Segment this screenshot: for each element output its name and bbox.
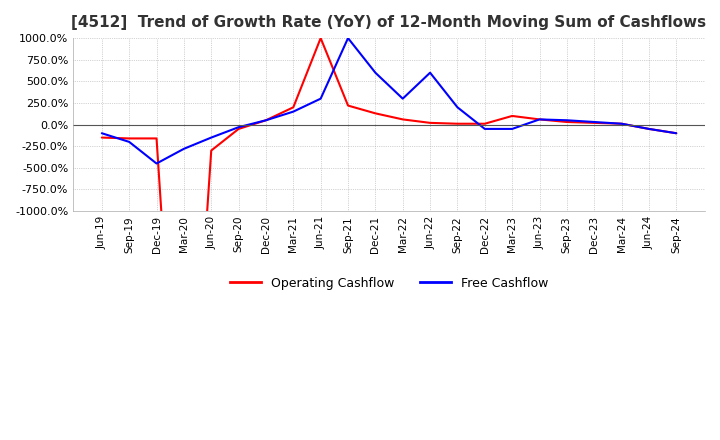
Operating Cashflow <box>672 131 680 136</box>
Operating Cashflow <box>535 117 544 122</box>
Free Cashflow <box>398 96 407 101</box>
Free Cashflow <box>508 126 516 132</box>
Operating Cashflow <box>562 119 571 125</box>
Operating Cashflow <box>234 126 243 132</box>
Free Cashflow <box>535 117 544 122</box>
Operating Cashflow <box>97 135 106 140</box>
Operating Cashflow <box>480 121 489 126</box>
Free Cashflow <box>289 109 297 114</box>
Free Cashflow <box>152 161 161 166</box>
Free Cashflow <box>453 105 462 110</box>
Free Cashflow <box>179 146 188 151</box>
Operating Cashflow <box>508 114 516 119</box>
Free Cashflow <box>426 70 434 75</box>
Free Cashflow <box>207 135 215 140</box>
Operating Cashflow <box>426 120 434 125</box>
Line: Free Cashflow: Free Cashflow <box>102 38 676 164</box>
Operating Cashflow <box>371 111 379 116</box>
Operating Cashflow <box>343 103 352 108</box>
Free Cashflow <box>97 131 106 136</box>
Free Cashflow <box>590 119 598 125</box>
Operating Cashflow <box>152 136 161 141</box>
Free Cashflow <box>644 126 653 132</box>
Operating Cashflow <box>316 36 325 41</box>
Operating Cashflow <box>289 105 297 110</box>
Free Cashflow <box>316 96 325 101</box>
Operating Cashflow <box>125 136 133 141</box>
Operating Cashflow <box>617 121 626 126</box>
Operating Cashflow <box>207 148 215 153</box>
Free Cashflow <box>343 36 352 41</box>
Operating Cashflow <box>590 120 598 125</box>
Free Cashflow <box>480 126 489 132</box>
Operating Cashflow <box>453 121 462 126</box>
Legend: Operating Cashflow, Free Cashflow: Operating Cashflow, Free Cashflow <box>225 272 553 295</box>
Free Cashflow <box>261 117 270 123</box>
Free Cashflow <box>234 125 243 130</box>
Free Cashflow <box>125 139 133 144</box>
Operating Cashflow <box>261 117 270 123</box>
Line: Operating Cashflow: Operating Cashflow <box>102 38 676 440</box>
Operating Cashflow <box>644 126 653 132</box>
Free Cashflow <box>371 70 379 75</box>
Free Cashflow <box>562 117 571 123</box>
Free Cashflow <box>617 121 626 126</box>
Free Cashflow <box>672 131 680 136</box>
Operating Cashflow <box>398 117 407 122</box>
Title: [4512]  Trend of Growth Rate (YoY) of 12-Month Moving Sum of Cashflows: [4512] Trend of Growth Rate (YoY) of 12-… <box>71 15 706 30</box>
